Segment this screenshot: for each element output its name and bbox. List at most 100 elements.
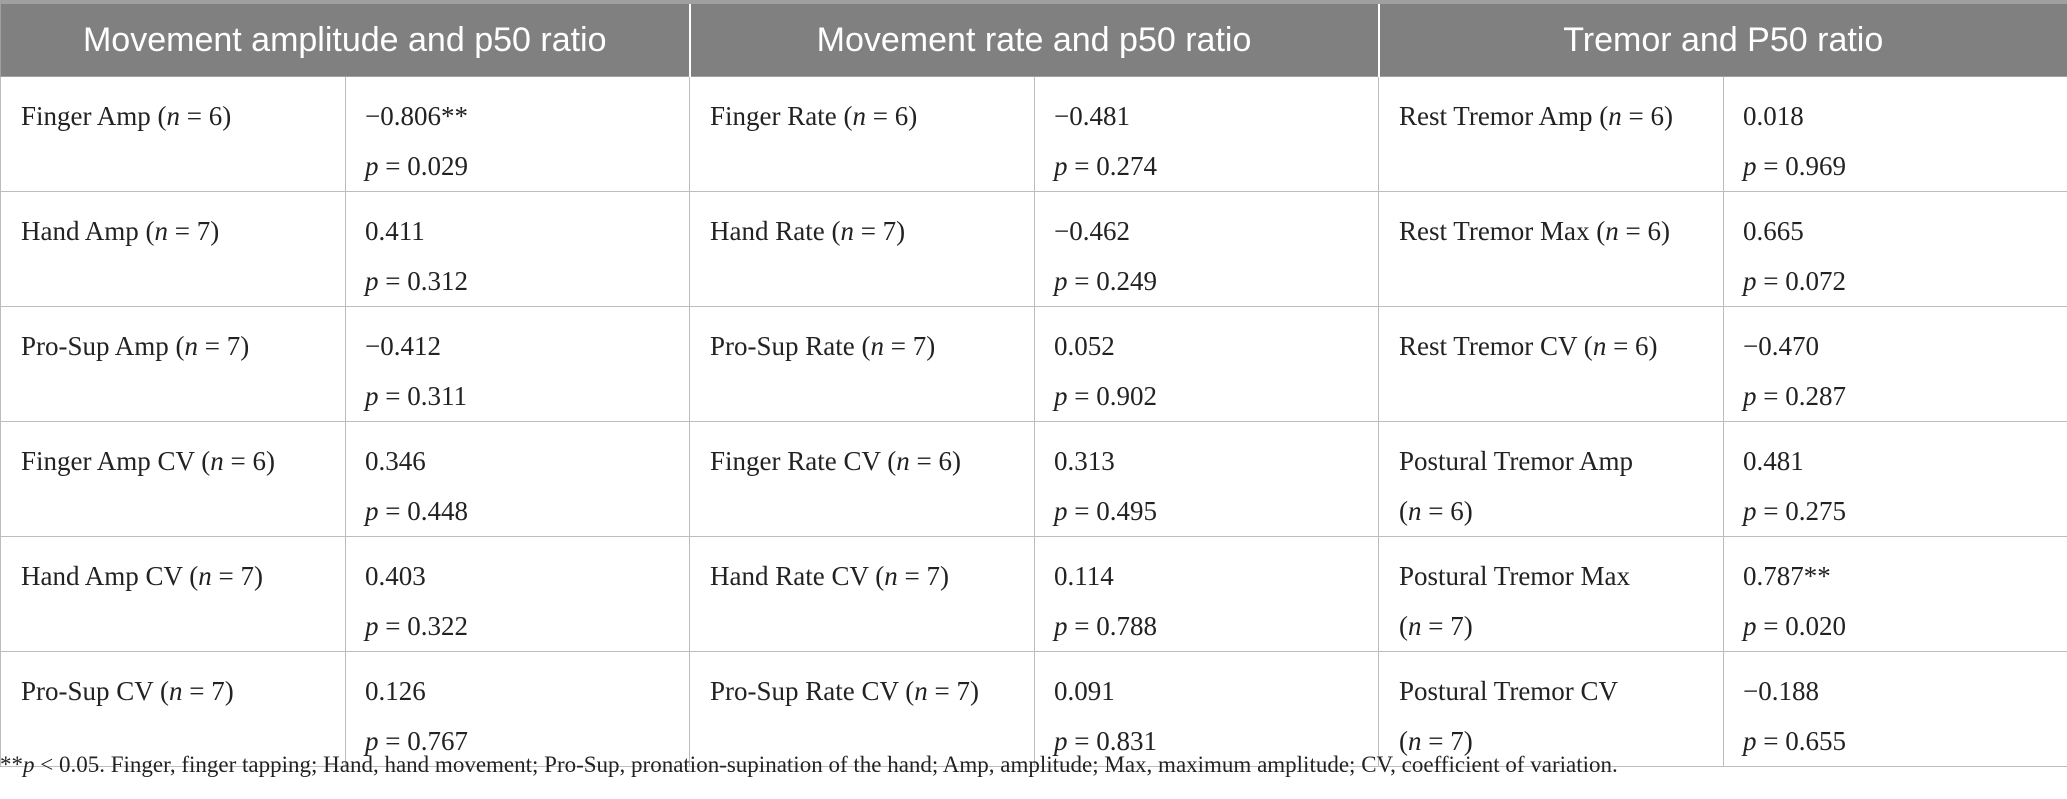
measure-n-value: = 6) [223,446,275,476]
measure-name: Rest Tremor CV ( [1399,331,1593,361]
p-symbol: p [1054,726,1068,756]
p-symbol: p [1743,726,1757,756]
p-value: p = 0.312 [365,256,689,306]
correlation-value: −0.481 [1054,101,1130,131]
tremor-value-cell: 0.481 p = 0.275 [1723,421,2067,537]
correlation-value: 0.091 [1054,676,1115,706]
measure-n-symbol: n [154,216,168,246]
measure-label: Hand Amp CV (n = 7) [21,551,345,601]
p-symbol: p [365,151,379,181]
rate-measure-cell: Finger Rate CV (n = 6) [689,421,1035,537]
correlation-table-container: Movement amplitude and p50 ratio Movemen… [0,0,2067,767]
tremor-value-cell: 0.018 p = 0.969 [1723,76,2067,192]
measure-n-symbol: n [914,676,928,706]
amplitude-value-cell: −0.806** p = 0.029 [345,76,690,192]
table-row: Pro-Sup CV (n = 7) 0.126 p = 0.767 Pro-Sup … [0,651,2067,767]
measure-name: Hand Amp ( [21,216,155,246]
p-symbol: p [1054,151,1068,181]
p-number: = 0.287 [1756,381,1846,411]
p-value: p = 0.767 [365,716,689,766]
p-symbol: p [1054,496,1068,526]
header-movement-amplitude: Movement amplitude and p50 ratio [0,0,690,77]
measure-n-symbol: n [169,676,183,706]
measure-n-symbol: n [1608,101,1622,131]
measure-n-symbol: n [870,331,884,361]
correlation-value: −0.806** [365,101,468,131]
p-number: = 0.274 [1067,151,1157,181]
measure-name: Pro-Sup Amp ( [21,331,185,361]
p-number: = 0.020 [1756,611,1846,641]
measure-n-line: (n = 7) [1399,611,1473,641]
tremor-value-cell: −0.188 p = 0.655 [1723,651,2067,767]
tremor-value-cell: 0.665 p = 0.072 [1723,191,2067,307]
measure-label: Hand Amp (n = 7) [21,206,345,256]
p-symbol: p [365,266,379,296]
p-symbol: p [1743,496,1757,526]
measure-n-symbol: n [1592,331,1607,361]
footnote-stars: ** [0,752,23,777]
measure-label: Postural Tremor CV [1399,666,1723,716]
table-row: Hand Amp (n = 7) 0.411 p = 0.312 Hand Rate … [0,191,2067,307]
amplitude-value-cell: 0.403 p = 0.322 [345,536,690,652]
measure-n-value: = 7) [883,331,936,361]
table-body: Finger Amp (n = 6) −0.806** p = 0.029 Finge… [0,76,2067,767]
measure-name: Hand Amp CV ( [21,561,199,591]
measure-label: Postural Tremor Max [1399,551,1723,601]
amplitude-measure-cell: Pro-Sup CV (n = 7) [0,651,346,767]
measure-label: Pro-Sup Rate CV (n = 7) [710,666,1034,716]
measure-label: Hand Rate (n = 7) [710,206,1034,256]
correlation-value: 0.346 [365,446,426,476]
measure-name: Pro-Sup Rate CV ( [710,676,915,706]
measure-n-symbol: n [1408,726,1422,756]
measure-name: Rest Tremor Amp ( [1399,101,1609,131]
measure-n-symbol: n [884,561,898,591]
measure-name: Postural Tremor Max [1399,561,1631,591]
p-value: p = 0.020 [1743,601,2067,651]
correlation-value: 0.126 [365,676,426,706]
measure-n-symbol: n [852,101,866,131]
tremor-measure-cell: Rest Tremor Amp (n = 6) [1378,76,1725,192]
table-row: Finger Amp (n = 6) −0.806** p = 0.029 Finge… [0,76,2067,192]
rate-value-cell: 0.313 p = 0.495 [1033,421,1380,537]
measure-n-value: = 7) [198,331,250,361]
p-value: p = 0.902 [1054,371,1378,421]
measure-n-value: = 7) [897,561,949,591]
p-value: p = 0.655 [1743,716,2067,766]
tremor-value-cell: 0.787** p = 0.020 [1723,536,2067,652]
p-symbol: p [365,726,379,756]
p-number: = 0.029 [378,151,468,181]
p-symbol: p [1743,611,1757,641]
p-value: p = 0.831 [1054,716,1378,766]
measure-name: Finger Rate CV ( [710,446,897,476]
p-number: = 0.902 [1067,381,1157,411]
tremor-measure-cell: Postural Tremor CV (n = 7) [1378,651,1725,767]
p-value: p = 0.274 [1054,141,1378,191]
p-value: p = 0.029 [365,141,689,191]
rate-value-cell: 0.052 p = 0.902 [1033,306,1380,422]
rate-value-cell: −0.462 p = 0.249 [1033,191,1380,307]
p-symbol: p [365,496,379,526]
footnote-p: p [23,752,35,777]
tremor-measure-cell: Rest Tremor CV (n = 6) [1378,306,1725,422]
measure-name: Hand Rate ( [710,216,841,246]
p-value: p = 0.249 [1054,256,1378,306]
measure-name: Postural Tremor CV [1399,676,1619,706]
measure-name: Pro-Sup CV ( [21,676,170,706]
amplitude-measure-cell: Finger Amp (n = 6) [0,76,346,192]
measure-label: Hand Rate CV (n = 7) [710,551,1034,601]
measure-label: Finger Rate (n = 6) [710,91,1034,141]
correlation-value: 0.313 [1054,446,1115,476]
measure-n-value: = 7) [211,561,263,591]
measure-n-value: = 7) [167,216,220,246]
measure-n-symbol: n [198,561,212,591]
p-symbol: p [1054,381,1068,411]
measure-n-value: = 7 [1421,611,1464,641]
measure-n-symbol: n [166,101,181,131]
correlation-value: 0.052 [1054,331,1115,361]
measure-label: Rest Tremor CV (n = 6) [1399,321,1723,371]
p-value: p = 0.322 [365,601,689,651]
header-row: Movement amplitude and p50 ratio Movemen… [0,0,2067,77]
p-value: p = 0.495 [1054,486,1378,536]
measure-n-symbol: n [1408,611,1422,641]
measure-name: Hand Rate CV ( [710,561,885,591]
